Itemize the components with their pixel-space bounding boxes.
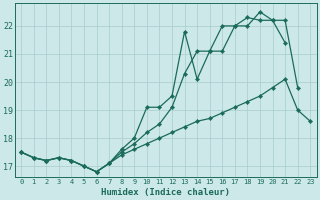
X-axis label: Humidex (Indice chaleur): Humidex (Indice chaleur) (101, 188, 230, 197)
